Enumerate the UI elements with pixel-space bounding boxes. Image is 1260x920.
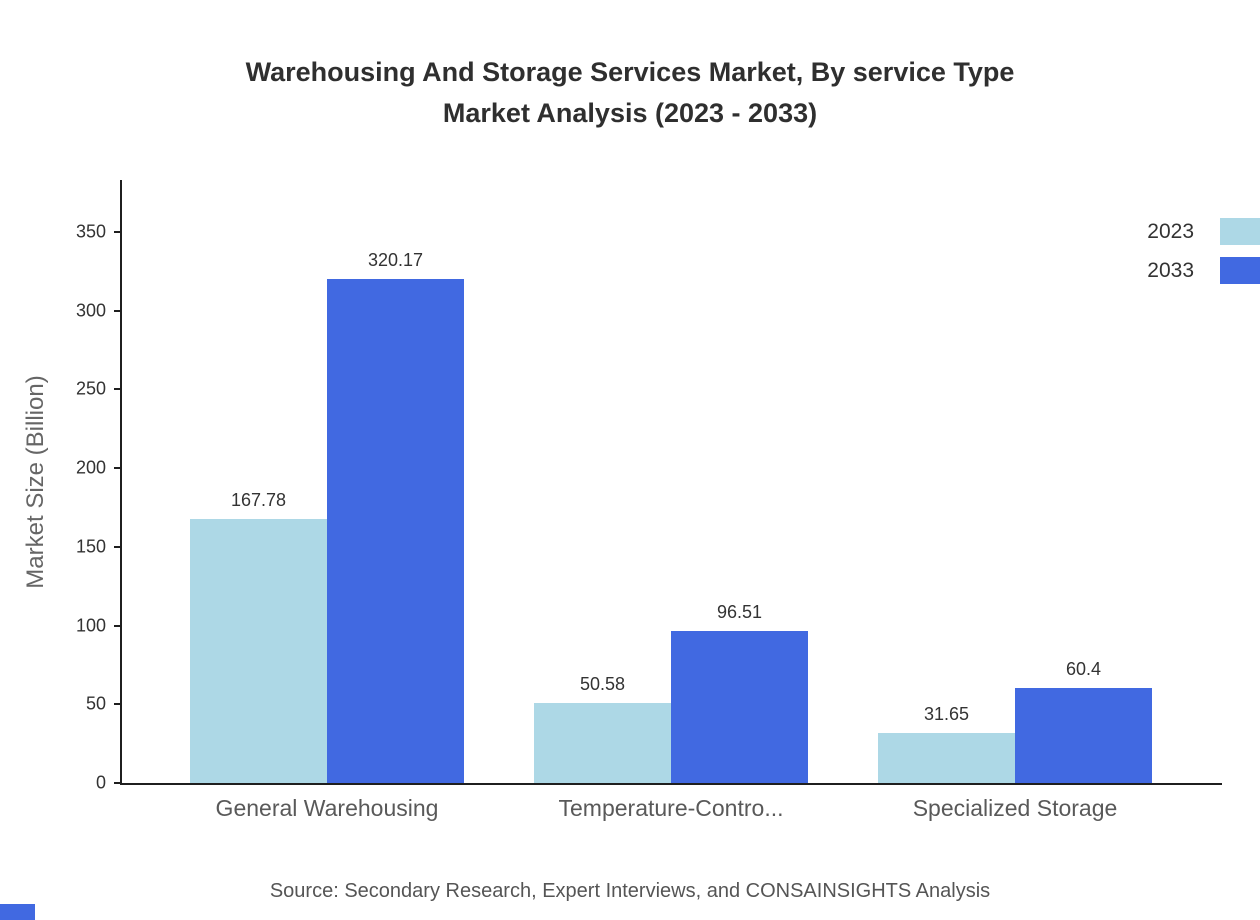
bar-2023 <box>190 518 327 783</box>
chart-title: Warehousing And Storage Services Market,… <box>0 52 1260 134</box>
y-tick-label: 150 <box>75 536 106 557</box>
bar-value-label: 50.58 <box>579 674 626 695</box>
y-tick-mark <box>114 624 122 627</box>
plot-area: 0 50 100 150 200 250 300 350 167.78 320.17 General… <box>76 180 1222 821</box>
bar-2023 <box>534 703 671 783</box>
brand-corner-mark <box>0 904 35 920</box>
bar-2023 <box>878 733 1015 783</box>
legend-label: 2023 <box>1147 219 1194 243</box>
x-category-label: Temperature-Contro... <box>558 795 784 821</box>
y-tick-mark <box>114 388 122 391</box>
bar-2033 <box>671 631 808 783</box>
y-tick-mark <box>114 309 122 312</box>
bar-value-label: 320.17 <box>367 249 424 270</box>
y-tick-mark <box>114 703 122 706</box>
y-tick-label: 100 <box>75 615 106 636</box>
legend-swatch <box>1220 257 1260 284</box>
chart-title-line1: Warehousing And Storage Services Market,… <box>245 57 1015 87</box>
bar-2033 <box>1015 687 1152 783</box>
y-tick-label: 50 <box>85 693 106 714</box>
y-tick-mark <box>114 545 122 548</box>
y-axis-title: Market Size (Billion) <box>22 375 49 589</box>
bar-value-label: 96.51 <box>716 602 763 623</box>
y-tick-label: 200 <box>75 457 106 478</box>
bar-2033 <box>327 278 464 783</box>
y-tick-label: 350 <box>75 221 106 242</box>
bar-value-label: 31.65 <box>923 704 970 725</box>
legend: 2023 2033 <box>1147 218 1260 284</box>
x-category-label: General Warehousing <box>215 795 439 821</box>
y-tick-mark <box>114 782 122 784</box>
source-note: Source: Secondary Research, Expert Inter… <box>269 880 991 902</box>
legend-item: 2023 <box>1147 218 1260 245</box>
chart-title-line2: Market Analysis (2023 - 2033) <box>442 98 818 128</box>
y-tick-mark <box>114 230 122 233</box>
y-tick-label: 300 <box>75 300 106 321</box>
y-tick-label: 250 <box>75 378 106 399</box>
bar-value-label: 167.78 <box>230 489 287 510</box>
bar-value-label: 60.4 <box>1065 658 1102 679</box>
legend-swatch <box>1220 218 1260 245</box>
y-tick-mark <box>114 467 122 470</box>
legend-item: 2033 <box>1147 257 1260 284</box>
legend-label: 2033 <box>1147 258 1194 282</box>
x-category-label: Specialized Storage <box>912 795 1118 821</box>
y-tick-label: 0 <box>95 772 106 793</box>
